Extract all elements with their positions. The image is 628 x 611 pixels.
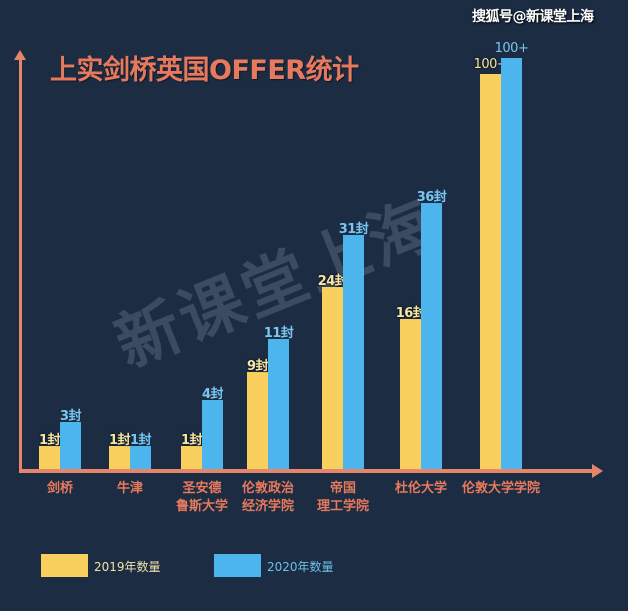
category-label-line: 理工学院 [316, 499, 370, 514]
value-label: 1封 [108, 433, 131, 448]
value-label: 9封 [246, 359, 269, 374]
value-label: 100+ [494, 41, 529, 56]
legend-label-2020: 2020年数量 [267, 560, 334, 574]
value-label: 24封 [317, 274, 348, 289]
category-label-line: 鲁斯大学 [175, 499, 229, 514]
category-label-line: 经济学院 [241, 499, 295, 514]
bar-2020 [501, 58, 522, 469]
bar-2019 [181, 446, 202, 469]
value-label: 1封 [180, 433, 203, 448]
bar-2019 [247, 372, 268, 469]
bar-2019 [109, 446, 130, 469]
bar-2020 [60, 422, 81, 469]
category-label-line: 伦敦政治 [241, 481, 295, 496]
bar-2019 [480, 74, 501, 469]
value-label: 31封 [338, 222, 369, 237]
legend-swatch-2019 [41, 554, 88, 577]
bar-2020 [343, 235, 364, 469]
chart-title: 上实剑桥英国OFFER统计 [50, 55, 359, 86]
value-label: 1封 [129, 433, 152, 448]
y-axis-arrow-icon [14, 50, 26, 60]
value-label: 4封 [201, 387, 224, 402]
category-label: 伦敦大学学院 [462, 480, 540, 498]
value-label: 1封 [38, 433, 61, 448]
bar-2020 [130, 446, 151, 469]
category-label: 牛津 [117, 480, 143, 498]
bar-2019 [322, 287, 343, 469]
category-label-line: 牛津 [116, 481, 144, 496]
category-label: 杜伦大学 [395, 480, 447, 498]
category-label: 伦敦政治 经济学院 [242, 480, 294, 516]
x-axis-arrow-icon [592, 464, 603, 478]
category-label-line: 剑桥 [46, 481, 74, 496]
value-label: 3封 [59, 409, 82, 424]
bar-2020 [421, 203, 442, 469]
y-axis [19, 58, 22, 472]
value-label: 36封 [416, 190, 447, 205]
value-label: 11封 [263, 326, 294, 341]
category-label: 帝国 理工学院 [317, 480, 369, 516]
x-axis [19, 469, 593, 473]
category-label-line: 圣安德 [182, 481, 222, 496]
bar-2019 [400, 319, 421, 469]
legend-label-2019: 2019年数量 [94, 560, 161, 574]
bar-2020 [268, 339, 289, 469]
category-label-line: 杜伦大学 [394, 481, 448, 496]
bar-2019 [39, 446, 60, 469]
bar-2020 [202, 400, 223, 469]
value-label: 16封 [395, 306, 426, 321]
source-watermark: 搜狐号@新课堂上海 [472, 9, 594, 25]
legend-swatch-2020 [214, 554, 261, 577]
category-label: 剑桥 [47, 480, 73, 498]
category-label-line: 帝国 [329, 481, 357, 496]
category-label-line: 伦敦大学学院 [461, 481, 541, 496]
category-label: 圣安德 鲁斯大学 [176, 480, 228, 516]
value-label: 100+ [473, 57, 508, 72]
